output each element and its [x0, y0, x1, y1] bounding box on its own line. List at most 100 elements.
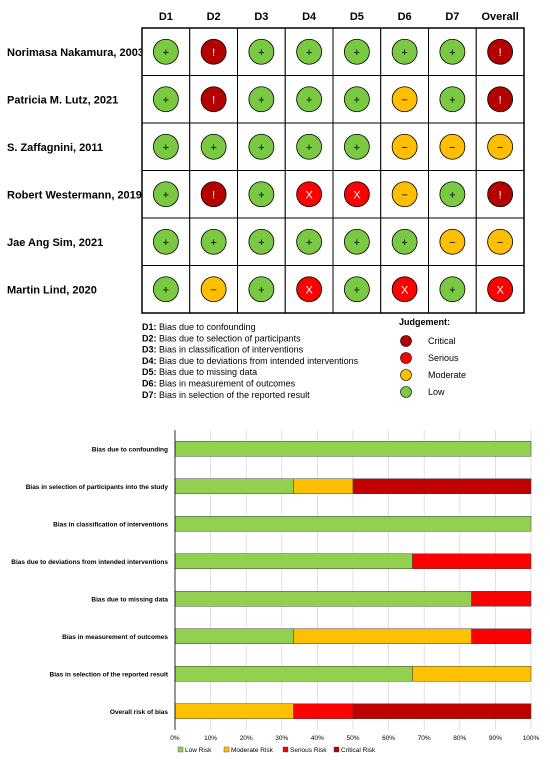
legend-swatch [333, 746, 340, 753]
domain-key-code: D4: [142, 356, 157, 366]
legend-critical-icon [400, 335, 412, 347]
x-tick-label: 60% [382, 735, 395, 742]
x-tick-label: 30% [275, 735, 288, 742]
domain-header-d3: D3 [254, 11, 268, 23]
bar-segment [412, 666, 532, 682]
judgement-symbol: − [401, 94, 407, 106]
judgement-low-icon [152, 38, 179, 65]
judgement-symbol: + [210, 142, 216, 154]
x-tick-label: 100% [523, 735, 540, 742]
judgement-critical-icon [487, 38, 514, 65]
study-label: S. Zaffagnini, 2011 [7, 142, 103, 154]
judgement-symbol: ! [499, 94, 502, 106]
domain-key-item: D7: Bias in selection of the reported re… [142, 390, 310, 400]
judgement-symbol: + [163, 189, 169, 201]
bar-segment [412, 553, 532, 569]
bar-segment [293, 478, 354, 494]
judgement-symbol: X [496, 284, 504, 296]
domain-key-code: D7: [142, 390, 157, 400]
domain-key-code: D3: [142, 345, 157, 355]
domain-header-d2: D2 [207, 11, 221, 23]
judgement-symbol: ! [212, 47, 215, 59]
judgement-symbol: X [305, 284, 313, 296]
legend-label: Moderate Risk [231, 747, 274, 754]
judgement-symbol: + [258, 94, 264, 106]
judgement-serious-icon [296, 181, 323, 208]
domain-key-code: D5: [142, 367, 157, 377]
judgement-low-icon [296, 228, 323, 255]
legend-low-icon [400, 386, 412, 398]
study-label: Robert Westermann, 2019 [7, 189, 142, 201]
judgement-legend-title: Judgement: [399, 317, 450, 327]
bar-segment [471, 628, 532, 644]
judgement-symbol: ! [212, 94, 215, 106]
judgement-symbol: − [449, 237, 455, 249]
legend-moderate-icon [400, 369, 412, 381]
legend-label: Low Risk [185, 747, 212, 754]
domain-key-code: D6: [142, 379, 157, 389]
judgement-low-icon [152, 86, 179, 113]
judgement-moderate-icon [391, 133, 418, 160]
category-label: Bias in selection of participants into t… [26, 484, 169, 491]
judgement-critical-icon [200, 86, 227, 113]
judgement-low-icon [248, 86, 275, 113]
domain-key-item: D3: Bias in classification of interventi… [142, 345, 304, 355]
category-label: Bias in classification of interventions [53, 521, 168, 528]
judgement-low-icon [248, 38, 275, 65]
legend-judgement-label: Critical [428, 336, 456, 346]
judgement-moderate-icon [200, 276, 227, 303]
domain-key-text: Bias due to deviations from intended int… [157, 356, 359, 366]
judgement-critical-icon [200, 181, 227, 208]
study-label: Martin Lind, 2020 [7, 284, 97, 296]
bar-segment [174, 553, 413, 569]
judgement-symbol: + [210, 237, 216, 249]
domain-key-item: D1: Bias due to confounding [142, 322, 256, 332]
judgement-critical-icon [487, 86, 514, 113]
judgement-symbol: − [449, 142, 455, 154]
domain-key-item: D5: Bias due to missing data [142, 367, 257, 377]
legend-swatch [282, 746, 289, 753]
traffic-grid-border [141, 27, 525, 314]
domain-key-item: D6: Bias in measurement of outcomes [142, 379, 296, 389]
summary-bar-chart: 0% 10% 20% 30% 40% 50% 60% 70% 80% 90% 100% Bias du… [11, 430, 540, 754]
study-label: Norimasa Nakamura, 2003 [7, 47, 144, 59]
category-label: Bias in selection of the reported result [50, 671, 169, 678]
judgement-symbol: + [258, 189, 264, 201]
legend-swatch [223, 746, 230, 753]
judgement-symbol: + [306, 94, 312, 106]
bar-segment [352, 703, 532, 719]
category-label: Overall risk of bias [110, 709, 169, 716]
judgement-serious-icon [487, 276, 514, 303]
judgement-symbol: + [306, 237, 312, 249]
domain-key-text: Bias due to selection of participants [157, 333, 302, 343]
judgement-low-icon [439, 86, 466, 113]
judgement-serious-icon [343, 181, 370, 208]
study-label: Jae Ang Sim, 2021 [7, 237, 103, 249]
domain-key-item: D4: Bias due to deviations from intended… [142, 356, 359, 366]
category-label: Bias due to confounding [92, 446, 168, 453]
legend-label: Serious Risk [290, 747, 327, 754]
judgement-symbol: ! [499, 47, 502, 59]
category-label: Bias due to missing data [91, 596, 168, 603]
bar-segment [174, 478, 294, 494]
judgement-low-icon [152, 181, 179, 208]
domain-key-text: Bias in measurement of outcomes [157, 379, 296, 389]
judgement-moderate-icon [487, 133, 514, 160]
x-tick-label: 20% [240, 735, 253, 742]
domain-header-d1: D1 [159, 11, 173, 23]
judgement-symbol: − [210, 284, 216, 296]
domain-header-overall: Overall [481, 11, 518, 23]
judgement-symbol: ! [499, 189, 502, 201]
judgement-symbol: X [401, 284, 409, 296]
domain-header-d4: D4 [302, 11, 317, 23]
judgement-low-icon [391, 228, 418, 255]
judgement-serious-icon [391, 276, 418, 303]
traffic-light-plot: D1 D2 D3 D4 D5 D6 D7 Overall Norimasa Nakamura, … [7, 11, 525, 400]
bar-segment [174, 441, 532, 457]
legend-judgement-label: Moderate [428, 370, 466, 380]
domain-key-code: D2: [142, 333, 157, 343]
study-label: Patricia M. Lutz, 2021 [7, 94, 118, 106]
judgement-symbol: + [354, 94, 360, 106]
x-tick-label: 80% [453, 735, 466, 742]
domain-header-d6: D6 [398, 11, 412, 23]
